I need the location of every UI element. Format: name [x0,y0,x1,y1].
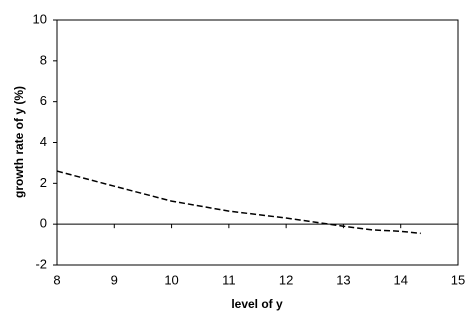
y-axis-label: growth rate of y (%) [12,86,26,198]
y-tick-label: -2 [35,256,47,271]
y-tick-label: 4 [40,134,47,149]
x-axis-label: level of y [231,297,283,311]
x-tick-label: 15 [451,272,465,287]
x-tick-label: 11 [222,272,236,287]
y-tick-label: 2 [40,175,47,190]
y-tick-label: 8 [40,52,47,67]
data-line [56,170,421,235]
y-tick-label: 6 [40,93,47,108]
y-tick-label: 10 [33,11,47,26]
x-tick-label: 12 [279,272,293,287]
x-tick-label: 10 [164,272,178,287]
x-tick-label: 14 [393,272,407,287]
x-tick-label: 9 [111,272,118,287]
y-tick-label: 0 [40,216,47,231]
x-tick-label: 13 [336,272,350,287]
plot-area [56,19,459,266]
x-tick-label: 8 [53,272,60,287]
